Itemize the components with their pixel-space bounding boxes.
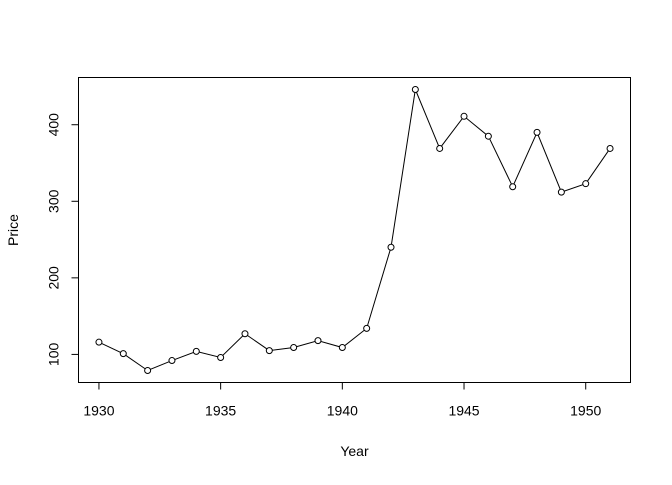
data-point — [533, 128, 541, 136]
x-tick-label: 1950 — [570, 403, 601, 419]
plot-box — [78, 77, 631, 383]
data-point — [606, 144, 614, 152]
data-point — [119, 350, 127, 358]
y-tick-label: 200 — [46, 266, 62, 290]
data-point — [144, 366, 152, 374]
data-point — [363, 324, 371, 332]
data-point — [460, 112, 468, 120]
y-tick-label: 300 — [46, 189, 62, 213]
data-point — [168, 357, 176, 365]
data-point — [338, 344, 346, 352]
y-axis: 100 200 300 400 — [46, 113, 79, 366]
x-axis: 1930 1935 1940 1945 1950 — [83, 382, 601, 419]
data-point — [411, 86, 419, 94]
x-tick-label: 1945 — [448, 403, 479, 419]
data-point — [290, 344, 298, 352]
data-point — [217, 353, 225, 361]
data-point — [314, 337, 322, 345]
data-point — [582, 180, 590, 188]
y-tick-label: 100 — [46, 343, 62, 367]
y-axis-label: Price — [5, 214, 21, 246]
x-axis-label: Year — [340, 443, 369, 459]
x-tick-label: 1935 — [205, 403, 236, 419]
data-point — [557, 188, 565, 196]
x-tick-label: 1940 — [327, 403, 358, 419]
data-point — [484, 132, 492, 140]
x-tick-label: 1930 — [83, 403, 114, 419]
data-point — [192, 347, 200, 355]
data-point — [95, 338, 103, 346]
y-tick-label: 400 — [46, 113, 62, 137]
data-points — [95, 86, 614, 374]
data-point — [265, 347, 273, 355]
data-point — [509, 183, 517, 191]
data-point — [387, 243, 395, 251]
data-point — [436, 144, 444, 152]
data-point — [241, 330, 249, 338]
price-line — [98, 87, 611, 372]
